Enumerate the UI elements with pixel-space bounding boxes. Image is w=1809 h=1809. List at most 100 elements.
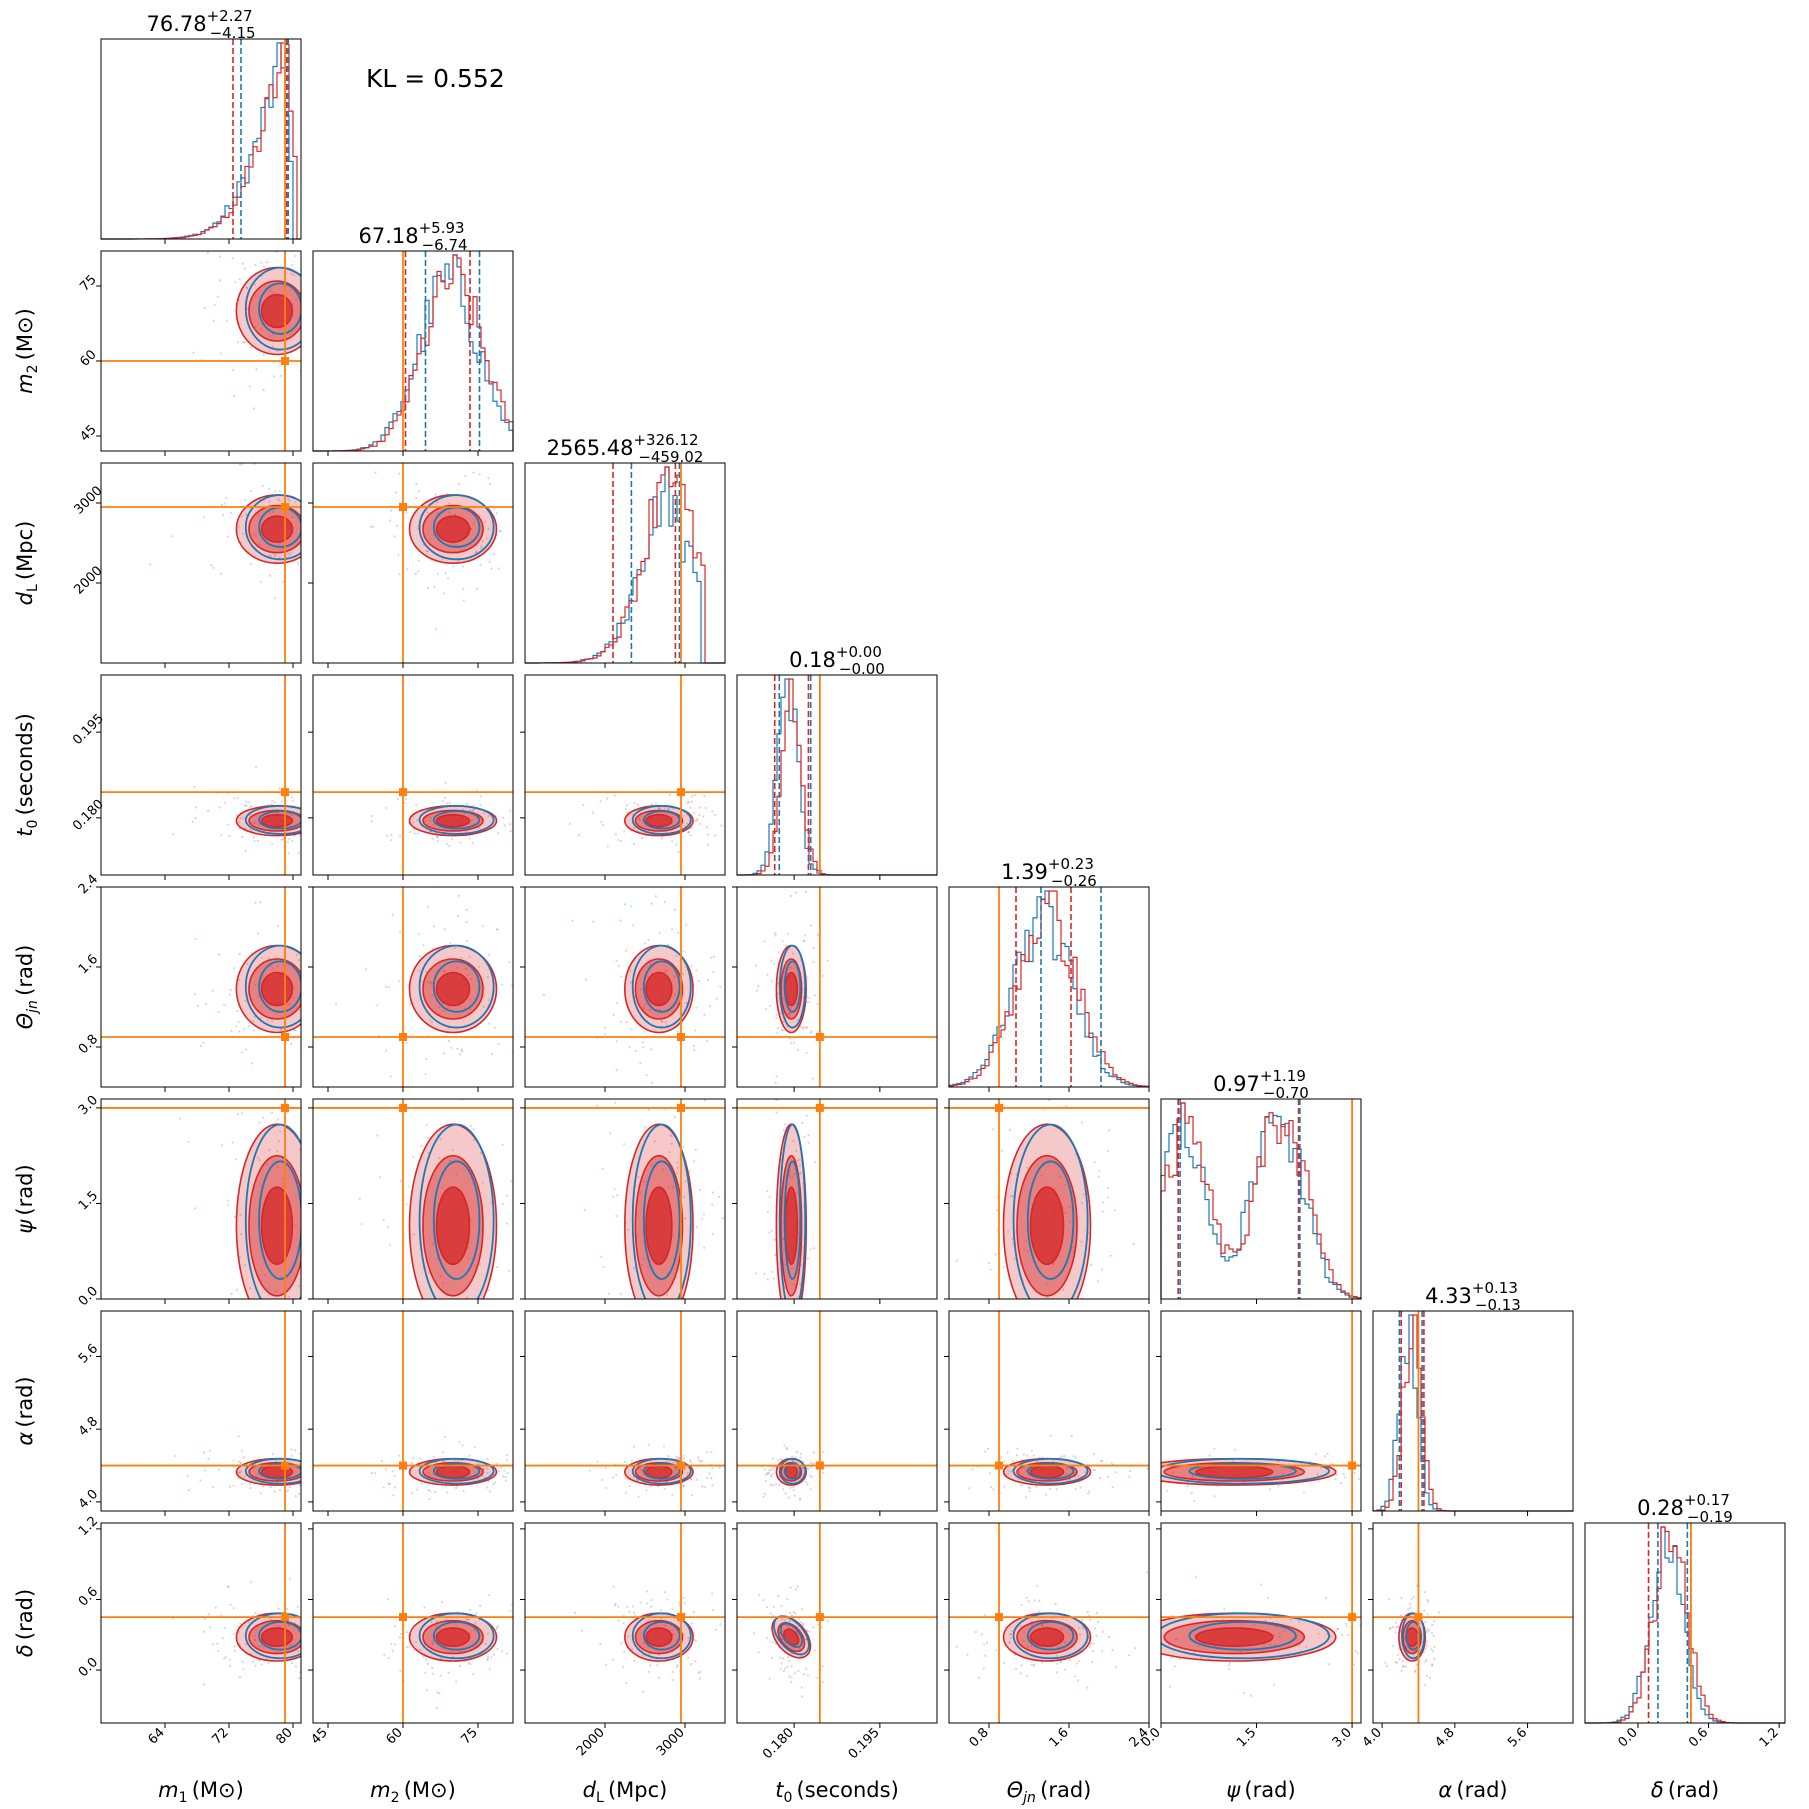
sample-point — [706, 978, 710, 982]
panel-frame — [736, 886, 938, 1088]
truth-marker — [677, 1613, 685, 1622]
sample-point — [654, 1062, 656, 1064]
panel-dL-thetajn — [520, 886, 726, 1092]
sample-point — [454, 543, 458, 546]
sample-point — [309, 999, 311, 1001]
sample-point — [399, 1179, 403, 1183]
sample-point — [373, 1472, 377, 1475]
sample-point — [654, 802, 658, 805]
sample-point — [654, 895, 658, 898]
sample-point — [663, 807, 666, 810]
axis-subscript: jn — [25, 1000, 41, 1015]
sample-point — [474, 1621, 477, 1624]
panel-content — [1373, 1523, 1573, 1723]
sample-point — [757, 1593, 761, 1596]
sample-point — [755, 1272, 758, 1275]
sample-point — [1153, 1150, 1155, 1152]
y-axis-label-thetajn: Θjn (rad) — [13, 945, 41, 1030]
sample-point — [386, 834, 389, 838]
sample-point — [1239, 1650, 1242, 1654]
sample-point — [1113, 1209, 1116, 1212]
sample-point — [228, 1658, 231, 1661]
sample-point — [415, 482, 418, 486]
sample-point — [494, 1481, 497, 1484]
sample-point — [1234, 1448, 1237, 1451]
y-tick-label: 1.6 — [76, 952, 101, 977]
y-tick-label: 4.0 — [76, 1487, 101, 1512]
sample-point — [269, 574, 272, 577]
sample-point — [248, 1483, 251, 1486]
sample-point — [515, 1311, 517, 1313]
sample-point — [813, 1649, 816, 1652]
sample-point — [242, 1667, 245, 1670]
sample-point — [1410, 1597, 1413, 1600]
x-axis-label-thetajn: Θjn (rad) — [1007, 1778, 1092, 1806]
sample-point — [1009, 1470, 1012, 1473]
sample-point — [462, 599, 465, 602]
sample-point — [430, 1621, 433, 1624]
sample-point — [1023, 1467, 1026, 1470]
sample-point — [781, 940, 784, 943]
sample-point — [270, 1020, 274, 1023]
sample-point — [259, 1492, 262, 1495]
sample-point — [215, 1642, 219, 1645]
sample-point — [306, 283, 308, 285]
sample-point — [1433, 1658, 1436, 1661]
sample-point — [507, 1349, 509, 1351]
sample-point — [377, 520, 379, 522]
sample-point — [1430, 1648, 1433, 1651]
sample-point — [1052, 1083, 1054, 1085]
sample-point — [974, 1630, 977, 1634]
sample-point — [414, 1641, 418, 1644]
sample-point — [375, 1513, 377, 1515]
sample-point — [520, 1195, 522, 1197]
sample-point — [429, 1490, 432, 1493]
sample-point — [563, 1200, 565, 1202]
sample-point — [398, 1636, 402, 1639]
sample-point — [1208, 1454, 1211, 1457]
sample-point — [1126, 1647, 1128, 1649]
sample-point — [628, 1485, 631, 1488]
histogram-red — [1372, 1314, 1573, 1512]
sample-point — [1146, 1467, 1149, 1470]
sample-point — [1011, 1459, 1014, 1463]
sample-point — [187, 1140, 190, 1144]
sample-point — [485, 1486, 488, 1489]
title-plus: +0.23 — [1048, 855, 1094, 873]
sample-point — [766, 973, 769, 976]
panel-content — [101, 1311, 346, 1511]
sample-point — [1329, 1635, 1332, 1638]
sample-point — [985, 1641, 989, 1644]
sample-point — [227, 1585, 230, 1589]
sample-point — [223, 502, 226, 505]
sample-point — [700, 1485, 704, 1488]
sample-point — [782, 1029, 785, 1032]
truth-marker — [281, 1103, 289, 1112]
sample-point — [354, 951, 356, 953]
y-tick-label: 2.4 — [76, 872, 101, 897]
sample-point — [240, 541, 243, 544]
sample-point — [686, 822, 689, 825]
density-contour-blue — [418, 944, 495, 1029]
sample-point — [481, 1474, 485, 1477]
sample-point — [232, 1632, 235, 1635]
sample-point — [258, 1121, 261, 1124]
sample-point — [490, 1052, 494, 1056]
panel-frame — [524, 1098, 726, 1300]
sample-point — [240, 463, 244, 466]
sample-point — [240, 1449, 243, 1452]
sample-point — [344, 1474, 346, 1476]
sample-point — [436, 1691, 439, 1694]
sample-point — [802, 1460, 805, 1464]
sample-point — [667, 1186, 670, 1189]
sample-point — [1002, 1104, 1005, 1107]
sample-point — [647, 938, 650, 941]
sample-point — [431, 837, 434, 840]
sample-point — [428, 815, 431, 819]
sample-point — [1367, 1473, 1369, 1475]
sample-point — [721, 1216, 724, 1220]
sample-point — [1387, 1598, 1391, 1601]
density-contour-red — [435, 1186, 471, 1266]
sample-point — [509, 1609, 512, 1613]
sample-point — [799, 1456, 802, 1459]
